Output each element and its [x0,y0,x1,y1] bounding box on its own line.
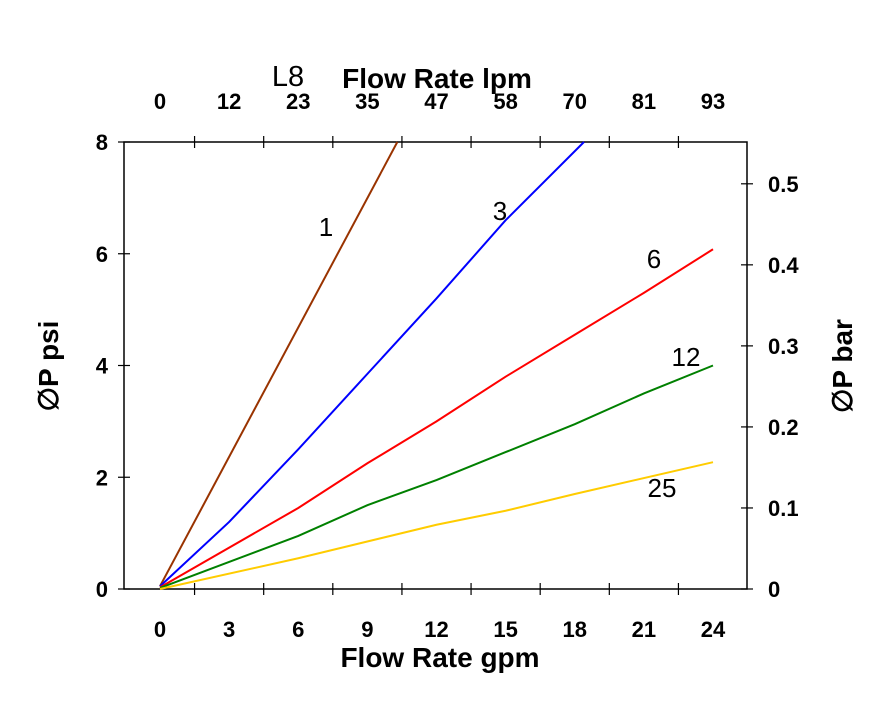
x-tick-label: 3 [223,617,235,642]
x-tick-label: 6 [292,617,304,642]
top-tick-label: 58 [493,89,517,114]
y2-tick-label: 0.4 [768,253,799,278]
y-tick-label: 8 [96,130,108,155]
y-tick-label: 6 [96,242,108,267]
top-tick-label: 12 [217,89,241,114]
series-line-3 [159,141,585,587]
top-axis-label: Flow Rate lpm [342,63,532,94]
x-tick-label: 12 [424,617,448,642]
x-tick-label: 24 [701,617,726,642]
x-tick-label: 9 [361,617,373,642]
series-line-1 [159,141,399,587]
top-tick-label: 70 [563,89,587,114]
y2-tick-label: 0.1 [768,496,799,521]
series-label-12: 12 [672,342,701,372]
y-tick-label: 0 [96,577,108,602]
top-tick-label: 93 [701,89,725,114]
y-axis-label: ∅P psi [33,321,64,412]
y2-tick-label: 0.3 [768,334,799,359]
x-tick-label: 0 [154,617,166,642]
x-tick-label: 18 [563,617,587,642]
top-tick-label: 23 [286,89,310,114]
series-line-25 [159,461,714,590]
y2-tick-label: 0.2 [768,415,799,440]
series-label-6: 6 [647,244,661,274]
y2-axis-label: ∅P bar [827,319,858,413]
y2-tick-label: 0 [768,577,780,602]
series-label-3: 3 [493,196,507,226]
series-label-25: 25 [648,473,677,503]
series-label-1: 1 [319,212,333,242]
y-tick-label: 4 [96,354,109,379]
x-axis-label: Flow Rate gpm [340,642,539,673]
top-tick-label: 0 [154,89,166,114]
y-tick-label: 2 [96,465,108,490]
top-tick-label: 81 [632,89,656,114]
chart-title: L8 [272,61,304,93]
top-tick-label: 47 [424,89,448,114]
series-line-6 [159,248,714,589]
y2-tick-label: 0.5 [768,172,799,197]
top-tick-label: 35 [355,89,379,114]
plot-frame [123,141,748,590]
x-tick-label: 21 [632,617,656,642]
x-tick-label: 15 [493,617,517,642]
series-line-12 [159,364,714,589]
